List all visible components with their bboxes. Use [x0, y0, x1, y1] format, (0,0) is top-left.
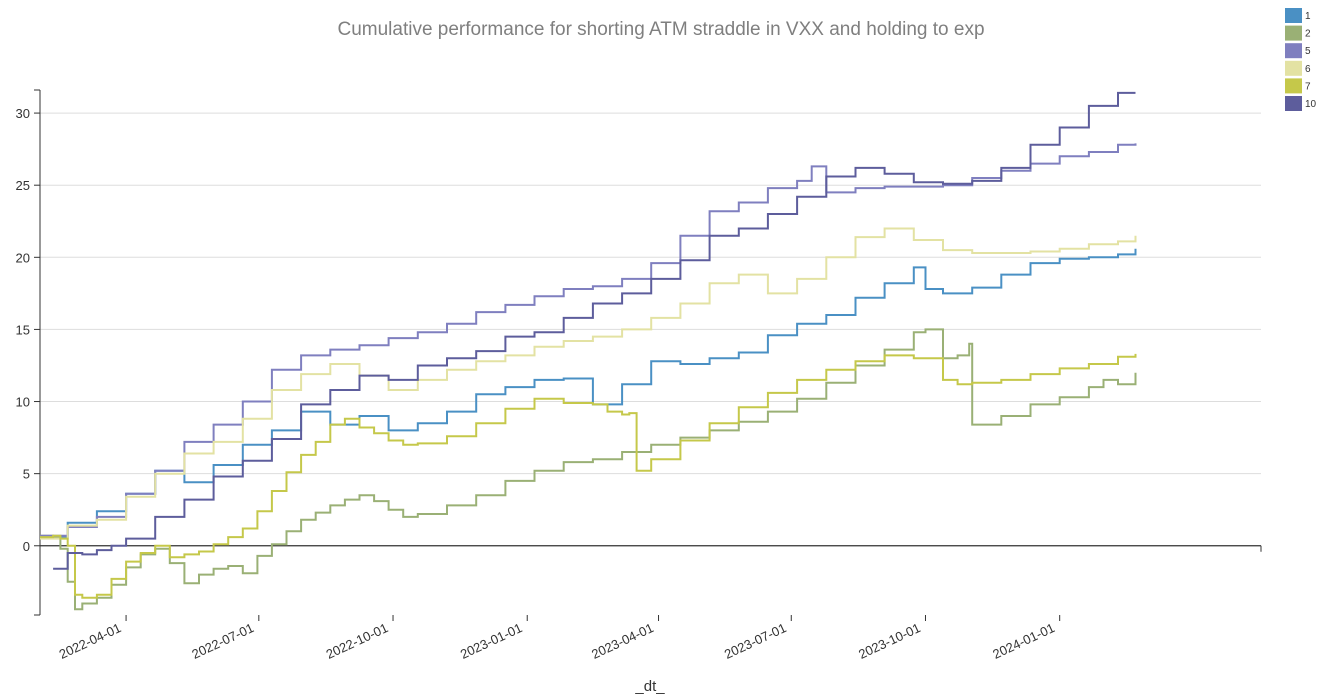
series-line-7 [40, 353, 1137, 599]
legend-label-10: 10 [1305, 99, 1317, 110]
legend-label-6: 6 [1305, 64, 1311, 75]
series-layer [40, 91, 1137, 611]
legend-swatch-7 [1285, 78, 1302, 94]
legend-label-2: 2 [1305, 29, 1311, 40]
series-line-1 [40, 248, 1137, 539]
legend-swatch-6 [1285, 60, 1302, 76]
chart-title: Cumulative performance for shorting ATM … [337, 19, 984, 40]
axes: 0 5 10 15 20 25 30 2022-04-01 2022-07-01 2022-10-… [16, 89, 1262, 662]
legend-swatch-5 [1285, 43, 1302, 59]
y-tick-label: 15 [16, 322, 30, 337]
legend-swatch-2 [1285, 25, 1302, 41]
legend-swatch-1 [1285, 8, 1302, 23]
series-line-10 [53, 91, 1136, 570]
series-line-5 [40, 143, 1137, 537]
series-line-6 [40, 227, 1137, 540]
legend-label-5: 5 [1305, 46, 1311, 57]
legend: 1 2 5 6 7 10 [1285, 8, 1317, 111]
y-tick-label: 5 [23, 467, 30, 482]
x-tick-label: 2023-10-01 [856, 620, 923, 662]
legend-swatch-10 [1285, 96, 1302, 111]
y-tick-label: 25 [16, 178, 30, 193]
x-tick-label: 2024-01-01 [990, 620, 1057, 662]
x-tick-label: 2023-01-01 [458, 620, 525, 662]
x-tick-label: 2022-04-01 [57, 620, 124, 662]
y-tick-label: 0 [23, 539, 30, 554]
legend-label-1: 1 [1305, 11, 1311, 22]
x-tick-label: 2023-04-01 [589, 620, 656, 662]
x-tick-label: 2023-07-01 [722, 620, 789, 662]
y-tick-label: 10 [16, 395, 30, 410]
x-axis-title: _dt_ [634, 678, 665, 695]
x-tick-label: 2022-10-01 [324, 620, 391, 662]
y-tick-label: 30 [16, 106, 30, 121]
y-tick-label: 20 [16, 250, 30, 265]
legend-label-7: 7 [1305, 81, 1311, 92]
x-tick-label: 2022-07-01 [189, 620, 256, 662]
series-line-2 [40, 328, 1137, 611]
